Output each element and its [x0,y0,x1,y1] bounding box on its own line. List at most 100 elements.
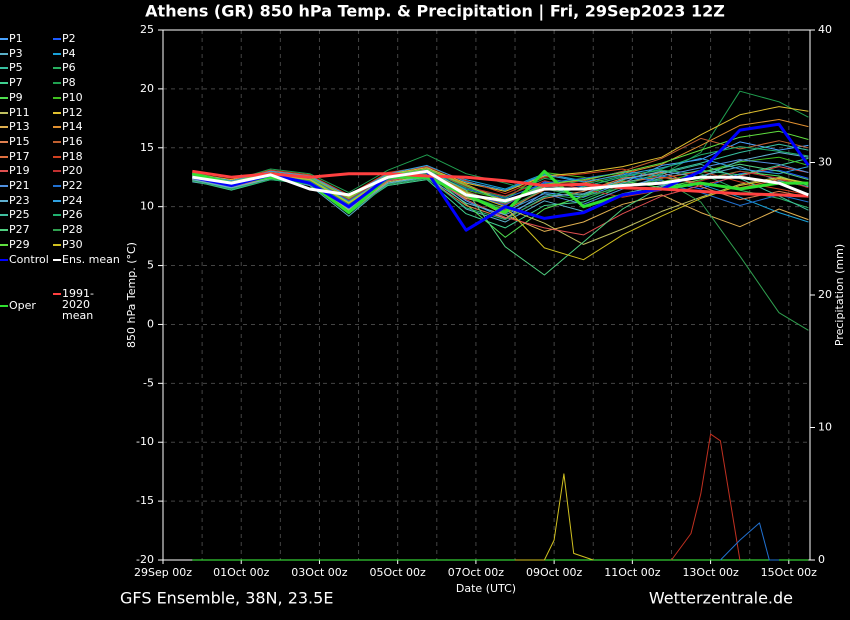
series-line [192,166,809,196]
legend-label: P28 [62,223,83,237]
y2-tick-label: 40 [818,23,832,36]
legend-item: P20 [53,165,120,176]
precipitation-line [720,522,779,561]
legend-item: P7 [0,77,67,88]
y-tick-label: -15 [136,494,154,507]
y2-tick-label: 10 [818,421,832,434]
x-tick-label: 11Oct 00z [604,566,661,579]
legend-item: P18 [53,151,120,162]
x-tick-label: 15Oct 00z [761,566,818,579]
legend-item: P24 [53,195,120,206]
legend-label: Control [9,252,49,266]
legend-item: P17 [0,151,67,162]
footer-right: Wetterzentrale.de [649,589,793,608]
y-tick-label: -20 [136,553,154,566]
legend-swatch [53,38,61,40]
legend-swatch [0,38,8,40]
legend-swatch [0,185,8,187]
legend-item: P1 [0,33,67,44]
legend-label: P24 [62,193,83,207]
y-tick-label: 10 [140,200,154,213]
x-tick-label: 05Oct 00z [370,566,427,579]
legend-swatch [53,185,61,187]
legend-item: P11 [0,107,67,118]
legend-swatch [53,199,61,202]
legend-label: P23 [9,193,30,207]
legend-swatch [53,243,61,246]
legend-label: P29 [9,237,30,251]
legend-label: P6 [62,61,76,75]
legend-label: P27 [9,223,30,237]
legend-label: P16 [62,134,83,148]
series-line [192,152,809,216]
legend-item: P27 [0,224,67,235]
legend-item: P22 [53,180,120,191]
plot-frame [162,29,811,561]
legend-label: P3 [9,46,23,60]
y2-tick-label: 30 [818,156,832,169]
legend-label: P19 [9,164,30,178]
legend-label: P9 [9,90,23,104]
footer-left: GFS Ensemble, 38N, 23.5E [120,589,333,608]
legend-label: P1 [9,32,23,45]
x-tick-label: 03Oct 00z [291,566,348,579]
y-axis-label: 850 hPa Temp. (°C) [125,242,138,348]
legend-item: P5 [0,62,67,73]
legend-swatch [53,96,61,99]
legend-swatch [53,140,61,143]
legend-label: P13 [9,120,30,134]
y-tick-label: 5 [147,259,154,272]
y2-tick-label: 20 [818,288,832,301]
legend-label: P4 [62,46,76,60]
x-tick-label: 09Oct 00z [526,566,583,579]
legend-label: P18 [62,149,83,163]
legend-label: P17 [9,149,30,163]
legend-label: P15 [9,134,30,148]
legend-swatch [0,258,8,261]
legend-swatch [0,170,8,173]
legend-label: P2 [62,32,76,45]
legend-swatch [53,229,61,232]
legend-item: P12 [53,107,120,118]
legend-item: P21 [0,180,67,191]
legend-item: P30 [53,239,120,250]
legend-label: P20 [62,164,83,178]
legend-swatch [0,243,8,246]
y-tick-label: 20 [140,82,154,95]
legend-item: Control [0,254,67,265]
legend-item: P25 [0,209,67,220]
legend-item: P10 [53,92,120,103]
legend-swatch [0,214,8,217]
x-axis-label: Date (UTC) [456,582,516,595]
legend-item: P16 [53,136,120,147]
legend-swatch [53,155,61,158]
legend-swatch [53,111,61,114]
y-tick-label: -10 [136,435,154,448]
legend-label: P7 [9,76,23,90]
y2-axis-label: Precipitation (mm) [833,244,846,346]
legend-swatch [0,82,8,85]
y2-tick-label: 0 [818,553,825,566]
series-line [192,90,809,201]
precipitation-line [515,473,594,561]
legend-swatch [0,126,8,129]
chart-title: Athens (GR) 850 hPa Temp. & Precipitatio… [145,2,725,22]
legend-label: P22 [62,179,83,192]
legend-label: Oper [9,299,36,312]
legend-swatch [0,199,8,202]
legend-label: P10 [62,90,83,104]
legend-swatch [53,258,61,261]
legend-label: Ens. mean [62,252,120,266]
legend-item: P14 [53,121,120,132]
legend-item: P29 [0,239,67,250]
y-tick-label: 0 [147,317,154,330]
series-line [192,119,809,202]
legend-item: 1991-2020 mean [53,288,120,321]
legend-label: P11 [9,105,30,119]
x-tick-label: 01Oct 00z [213,566,270,579]
series-line [192,157,809,197]
x-tick-label: 29Sep 00z [134,566,192,579]
legend-label: P14 [62,120,83,134]
legend-swatch [0,229,8,232]
